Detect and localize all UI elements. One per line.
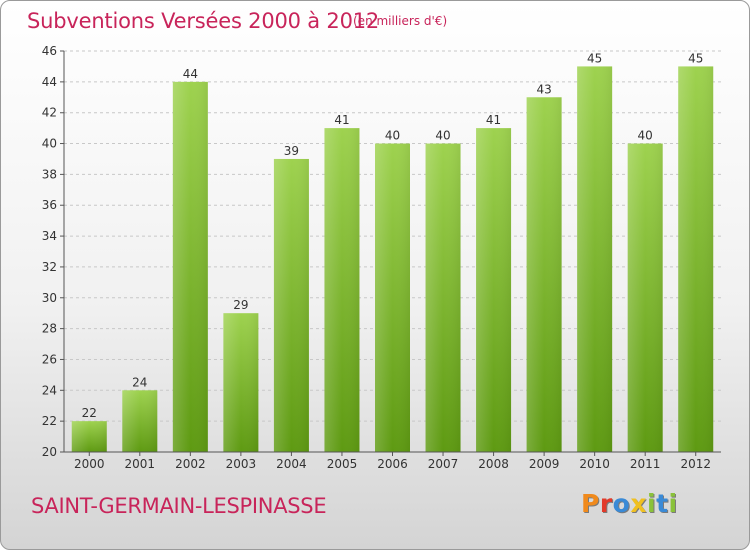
data-label: 41 — [334, 113, 349, 127]
data-label: 45 — [587, 51, 602, 65]
axes: 20 22 24 26 28 30 32 34 36 38 40 42 44 46 2000 2001 2002… — [42, 44, 721, 471]
bar-shine — [678, 66, 714, 452]
bars — [71, 66, 714, 453]
y-tick-label: 22 — [42, 414, 57, 428]
x-tick-label: 2004 — [276, 457, 307, 471]
data-label: 40 — [385, 129, 400, 143]
y-tick-label: 34 — [42, 229, 57, 243]
y-tick-label: 38 — [42, 167, 57, 181]
data-label: 24 — [132, 375, 147, 389]
x-tick-label: 2006 — [377, 457, 408, 471]
chart-title: Subventions Versées 2000 à 2012 — [27, 9, 380, 33]
data-label: 39 — [284, 144, 299, 158]
logo-letter: x — [630, 489, 647, 518]
bar-shine — [71, 421, 107, 452]
bar-shine — [526, 97, 562, 453]
x-tick-label: 2002 — [175, 457, 206, 471]
y-tick-label: 44 — [42, 75, 57, 89]
bar-shine — [122, 390, 158, 452]
data-label: 40 — [638, 129, 653, 143]
data-label: 41 — [486, 113, 501, 127]
x-tick-label: 2012 — [680, 457, 711, 471]
logo-letter: r — [599, 489, 613, 518]
y-tick-label: 40 — [42, 137, 57, 151]
bar-shine — [425, 143, 461, 453]
y-tick-label: 36 — [42, 198, 57, 212]
x-tick-label: 2000 — [74, 457, 105, 471]
x-tick-label: 2003 — [226, 457, 257, 471]
logo-letter: P — [581, 489, 600, 518]
x-tick-label: 2008 — [478, 457, 509, 471]
bar-shine — [375, 143, 410, 453]
data-label: 40 — [435, 129, 450, 143]
logo-letter: t — [656, 489, 669, 518]
labels: 22 24 44 29 39 41 40 40 41 43 45 40 45 — [82, 51, 704, 420]
bar-shine — [577, 66, 613, 452]
bar-shine — [324, 128, 360, 452]
data-label: 43 — [536, 82, 551, 96]
x-tick-label: 2011 — [630, 457, 661, 471]
proxiti-logo[interactable]: Proxiti — [581, 489, 678, 518]
bar-shine — [627, 143, 663, 453]
bar-shine — [172, 81, 208, 452]
y-tick-label: 26 — [42, 352, 57, 366]
bar-shine — [223, 313, 259, 452]
data-label: 22 — [82, 406, 97, 420]
unit-note: (en milliers d'€) — [353, 14, 448, 28]
data-label: 29 — [233, 298, 248, 312]
x-tick-label: 2007 — [428, 457, 459, 471]
x-tick-label: 2005 — [327, 457, 358, 471]
x-tick-label: 2009 — [529, 457, 560, 471]
bar-shine — [273, 158, 309, 452]
y-tick-label: 28 — [42, 322, 57, 336]
y-tick-label: 32 — [42, 260, 57, 274]
data-label: 45 — [688, 51, 703, 65]
logo-letter: i — [668, 489, 678, 518]
logo-letter: i — [647, 489, 657, 518]
logo-letter: o — [612, 489, 631, 518]
x-tick-label: 2001 — [125, 457, 156, 471]
y-tick-label: 20 — [42, 445, 57, 459]
data-label: 44 — [183, 67, 198, 81]
y-tick-label: 24 — [42, 383, 57, 397]
x-tick-label: 2010 — [579, 457, 610, 471]
y-tick-label: 46 — [42, 44, 57, 58]
y-tick-label: 42 — [42, 106, 57, 120]
location-name: SAINT-GERMAIN-LESPINASSE — [31, 494, 327, 518]
y-tick-label: 30 — [42, 291, 57, 305]
bar-shine — [476, 128, 512, 452]
